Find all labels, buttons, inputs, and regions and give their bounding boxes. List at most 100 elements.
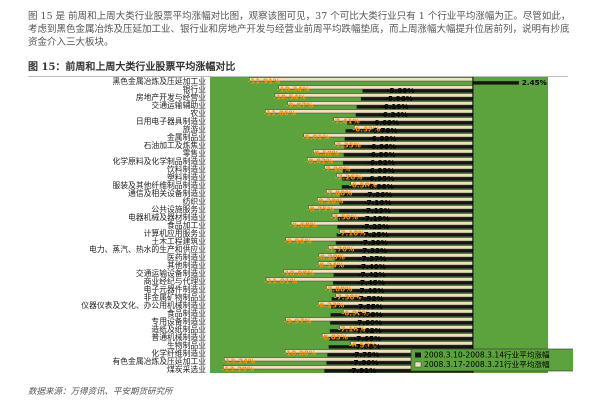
figure-title: 图 15：前周和上周大类行业股票平均涨幅对比 [28,58,568,77]
data-label-series-1: -6.88% [368,150,396,159]
data-label-series-1: -6.98% [366,182,394,191]
data-label-series-1: -6.86% [368,142,396,151]
category-tick-label: 生物制品业 [167,340,206,350]
category-tick-label: 服装及其他纤维制品制造业 [112,180,206,190]
data-label-series-2: -7.35% [333,141,361,150]
category-tick-label: 仪器仪表及文化、办公用机械制造业 [81,300,206,310]
bar-chart: 黑色金属冶炼及压延加工业银行业房地产开发与经营业交通运输辅助业农业日用电子器具制… [81,76,573,376]
bar-series-1 [324,369,473,373]
data-label-series-2: -8.24% [316,261,344,270]
data-label-series-2: -8.75% [307,205,335,214]
category-tick-label: 化学原料及化学制品制造业 [112,156,206,166]
category-tick-label: 饮料制造业 [167,164,206,174]
data-label-series-1: -6.93% [367,166,395,175]
bar-series-1 [328,345,473,349]
data-labels: -11.91% 2.45% -10.34% -5.88% -10.54% -5.96% -9… [221,77,546,376]
category-tick-label: 石油加工及炼焦业 [144,140,207,150]
data-label-series-2: -8.82% [305,157,333,166]
bar-series-1 [332,289,473,293]
bar-series-1 [331,305,473,309]
bar-series-1 [329,329,473,333]
data-label-series-1: -6.69% [371,118,399,127]
intro-paragraph: 图 15 是 前周和上周大类行业股票平均涨幅对比图，观察该图可见，37 个可比大… [28,11,571,48]
category-tick-label: 旅游业 [183,124,207,134]
category-tick-label: 有色金属冶炼及压延加工业 [112,356,206,366]
data-label-series-2: -10.00% [283,349,316,358]
category-tick-label: 交通运输辅助业 [151,100,206,110]
bar-series-1 [337,225,473,229]
data-label-series-1: -7.75% [351,350,379,359]
category-tick-label: 房地产开发与经营业 [136,92,206,102]
bar-series-1 [327,353,473,357]
bar-series-1 [339,201,473,205]
category-tick-label: 食品加工业 [167,220,206,230]
bar-series-1 [342,177,473,181]
data-label-series-2: -10.08% [282,269,315,278]
data-label-series-2: -7.70% [326,245,354,254]
data-label-series-1: -6.78% [370,126,398,135]
bar-series-1 [342,161,473,165]
data-label-series-2: -8.50% [311,149,339,158]
data-label-series-2: -13.29% [221,365,254,374]
data-label-series-1: -7.30% [360,238,388,247]
bar-series-1 [360,97,473,101]
category-tick-label: 医药制造业 [167,252,206,262]
data-label-series-2: -7.26% [335,173,363,182]
legend: 2008.3.10-2008.3.14行业平均涨幅 2008.3.17-2008… [410,348,573,372]
bar-series-1 [330,313,473,317]
data-label-series-1: -6.19% [381,102,409,111]
bar-series-1 [356,105,473,109]
data-label-series-2: -7.10% [338,229,366,238]
bar-series-1 [344,137,473,141]
data-label-series-2: -11.01% [264,277,297,286]
legend-swatch-series-2 [414,361,422,368]
bar-series-1 [337,217,473,221]
data-label-series-1: -7.37% [359,254,387,263]
data-label-series-1: -7.55% [355,302,383,311]
data-label-series-2: -11.06% [263,109,296,118]
data-label-series-2: -8.03% [320,333,348,342]
data-label-series-2: -11.91% [247,77,280,86]
data-label-series-2: -9.96% [284,237,312,246]
data-label-series-1: -7.33% [359,246,387,255]
category-tick-label: 金属制品业 [167,132,206,142]
category-tick-label: 电器机械及器材制造业 [128,212,206,222]
bar-series-1 [355,113,473,117]
bar-series-2 [265,109,474,114]
bar-series-1 [342,169,473,173]
data-label-series-2: -9.01% [302,133,330,142]
category-tick-label: 农业 [190,108,206,118]
category-tick-label: 造纸及纸制品业 [151,324,206,334]
data-label-series-1: -7.91% [348,366,376,375]
data-label-series-1: -6.83% [369,134,397,143]
data-label-series-1: -7.45% [357,278,385,287]
data-label-series-2: -8.20% [317,253,345,262]
bar-series-1 [343,153,473,157]
data-label-series-1: -7.19% [362,214,390,223]
bar-series-1 [334,257,473,261]
data-label-series-2: -13.24% [222,357,255,366]
bar-series-1 [331,297,473,301]
bar-series-1 [335,241,473,245]
category-tick-label: 交通运输设备制造业 [136,268,206,278]
category-tick-label: 电子元器件制造业 [144,284,207,294]
data-label-series-1: -7.42% [358,270,386,279]
data-label-series-1: -7.68% [353,342,381,351]
category-tick-label: 非金属矿物制品业 [144,292,207,302]
category-tick-label: 日用电子器具制造业 [136,116,206,126]
data-label-series-1: -7.40% [358,262,386,271]
category-tick-label: 土木工程建筑业 [151,236,206,246]
data-label-series-1: 2.45% [522,78,547,87]
bars [223,77,519,373]
bar-series-1 [326,361,473,365]
category-tick-label: 塑料制造业 [167,172,206,182]
data-label-series-2: -8.23% [316,301,344,310]
bar-series-1 [336,233,473,237]
bar-series-1 [333,265,473,269]
data-label-series-1: -6.95% [366,174,394,183]
data-label-series-1: -7.62% [354,326,382,335]
data-label-series-1: -7.52% [356,294,384,303]
data-label-series-2: -9.68% [289,221,317,230]
bar-series-2 [249,77,474,82]
data-label-series-2: -9.97% [284,317,312,326]
